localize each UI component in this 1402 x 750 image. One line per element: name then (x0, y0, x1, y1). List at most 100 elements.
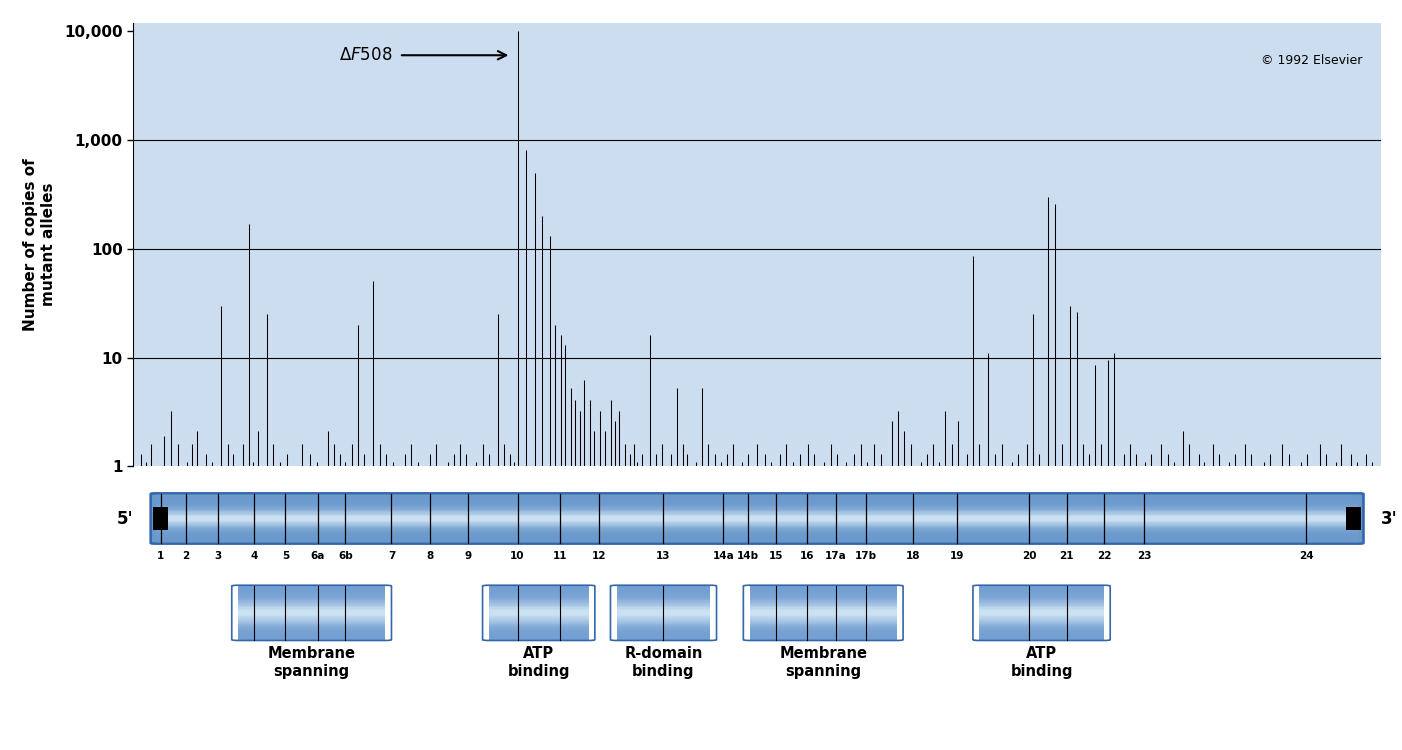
Text: 23: 23 (1137, 550, 1151, 561)
Bar (750, 622, 897, 623)
Bar (156, 509, 1359, 510)
Bar (156, 496, 1359, 498)
Bar (238, 606, 386, 608)
Bar (617, 613, 711, 615)
Text: 15: 15 (768, 550, 784, 561)
Bar (156, 500, 1359, 501)
Bar (750, 638, 897, 640)
Bar (617, 623, 711, 626)
Text: 14a: 14a (712, 550, 735, 561)
Bar (156, 499, 1359, 500)
Bar (979, 616, 1103, 618)
Bar (617, 593, 711, 595)
Bar (238, 626, 386, 627)
Bar (238, 609, 386, 611)
Bar (979, 597, 1103, 598)
Bar (238, 600, 386, 602)
Y-axis label: Number of copies of
mutant alleles: Number of copies of mutant alleles (24, 158, 56, 331)
Bar (156, 495, 1359, 496)
Bar (238, 602, 386, 604)
Bar (156, 498, 1359, 499)
Bar (979, 592, 1103, 593)
Bar (489, 615, 589, 616)
Bar (617, 590, 711, 592)
Bar (489, 622, 589, 623)
Text: 3: 3 (215, 550, 222, 561)
Bar (489, 597, 589, 598)
Bar (156, 533, 1359, 535)
Bar (489, 609, 589, 611)
Bar (750, 620, 897, 622)
Bar (617, 608, 711, 609)
Bar (979, 602, 1103, 604)
Bar (489, 631, 589, 632)
Bar (238, 623, 386, 626)
Text: 9: 9 (464, 550, 471, 561)
Bar (238, 622, 386, 623)
Bar (156, 501, 1359, 503)
Bar (156, 503, 1359, 504)
Bar (617, 618, 711, 620)
Bar (979, 627, 1103, 629)
Bar (489, 586, 589, 588)
Bar (156, 531, 1359, 532)
Bar (750, 606, 897, 608)
Bar (979, 595, 1103, 597)
Text: 5': 5' (116, 509, 133, 527)
Bar (979, 626, 1103, 627)
Bar (617, 598, 711, 600)
Text: 20: 20 (1022, 550, 1036, 561)
Bar (489, 627, 589, 629)
Bar (238, 608, 386, 609)
Bar (750, 611, 897, 613)
Bar (156, 520, 1359, 521)
Bar (617, 606, 711, 608)
Bar (489, 592, 589, 593)
Bar (489, 623, 589, 626)
Bar (750, 615, 897, 616)
Bar (156, 505, 1359, 506)
Bar (238, 636, 386, 638)
Bar (238, 595, 386, 597)
Bar (238, 590, 386, 592)
Bar (238, 611, 386, 613)
Bar (979, 634, 1103, 636)
Bar (156, 538, 1359, 539)
Bar (979, 636, 1103, 638)
Bar (617, 636, 711, 638)
Bar (489, 588, 589, 590)
Bar (238, 627, 386, 629)
Text: 14b: 14b (737, 550, 760, 561)
Text: 16: 16 (799, 550, 815, 561)
Text: 17b: 17b (855, 550, 876, 561)
Text: 11: 11 (552, 550, 568, 561)
Bar (238, 618, 386, 620)
Bar (617, 611, 711, 613)
Text: 1: 1 (157, 550, 164, 561)
Bar (750, 602, 897, 604)
Bar (617, 609, 711, 611)
Bar (238, 629, 386, 631)
Bar (750, 600, 897, 602)
Bar (979, 598, 1103, 600)
Bar (489, 595, 589, 597)
Bar (156, 530, 1359, 531)
Bar (489, 611, 589, 613)
Bar (156, 537, 1359, 538)
Bar (238, 593, 386, 595)
Bar (750, 608, 897, 609)
Text: 10: 10 (510, 550, 524, 561)
Text: $\it{\Delta F508}$: $\it{\Delta F508}$ (339, 46, 393, 64)
Bar (750, 613, 897, 615)
Bar (489, 618, 589, 620)
Bar (156, 532, 1359, 533)
Bar (156, 539, 1359, 541)
Bar (238, 604, 386, 606)
Bar (238, 588, 386, 590)
Bar (156, 514, 1359, 516)
Bar (979, 608, 1103, 609)
Bar (979, 622, 1103, 623)
Bar (489, 634, 589, 636)
Bar (979, 611, 1103, 613)
Bar (156, 525, 1359, 526)
